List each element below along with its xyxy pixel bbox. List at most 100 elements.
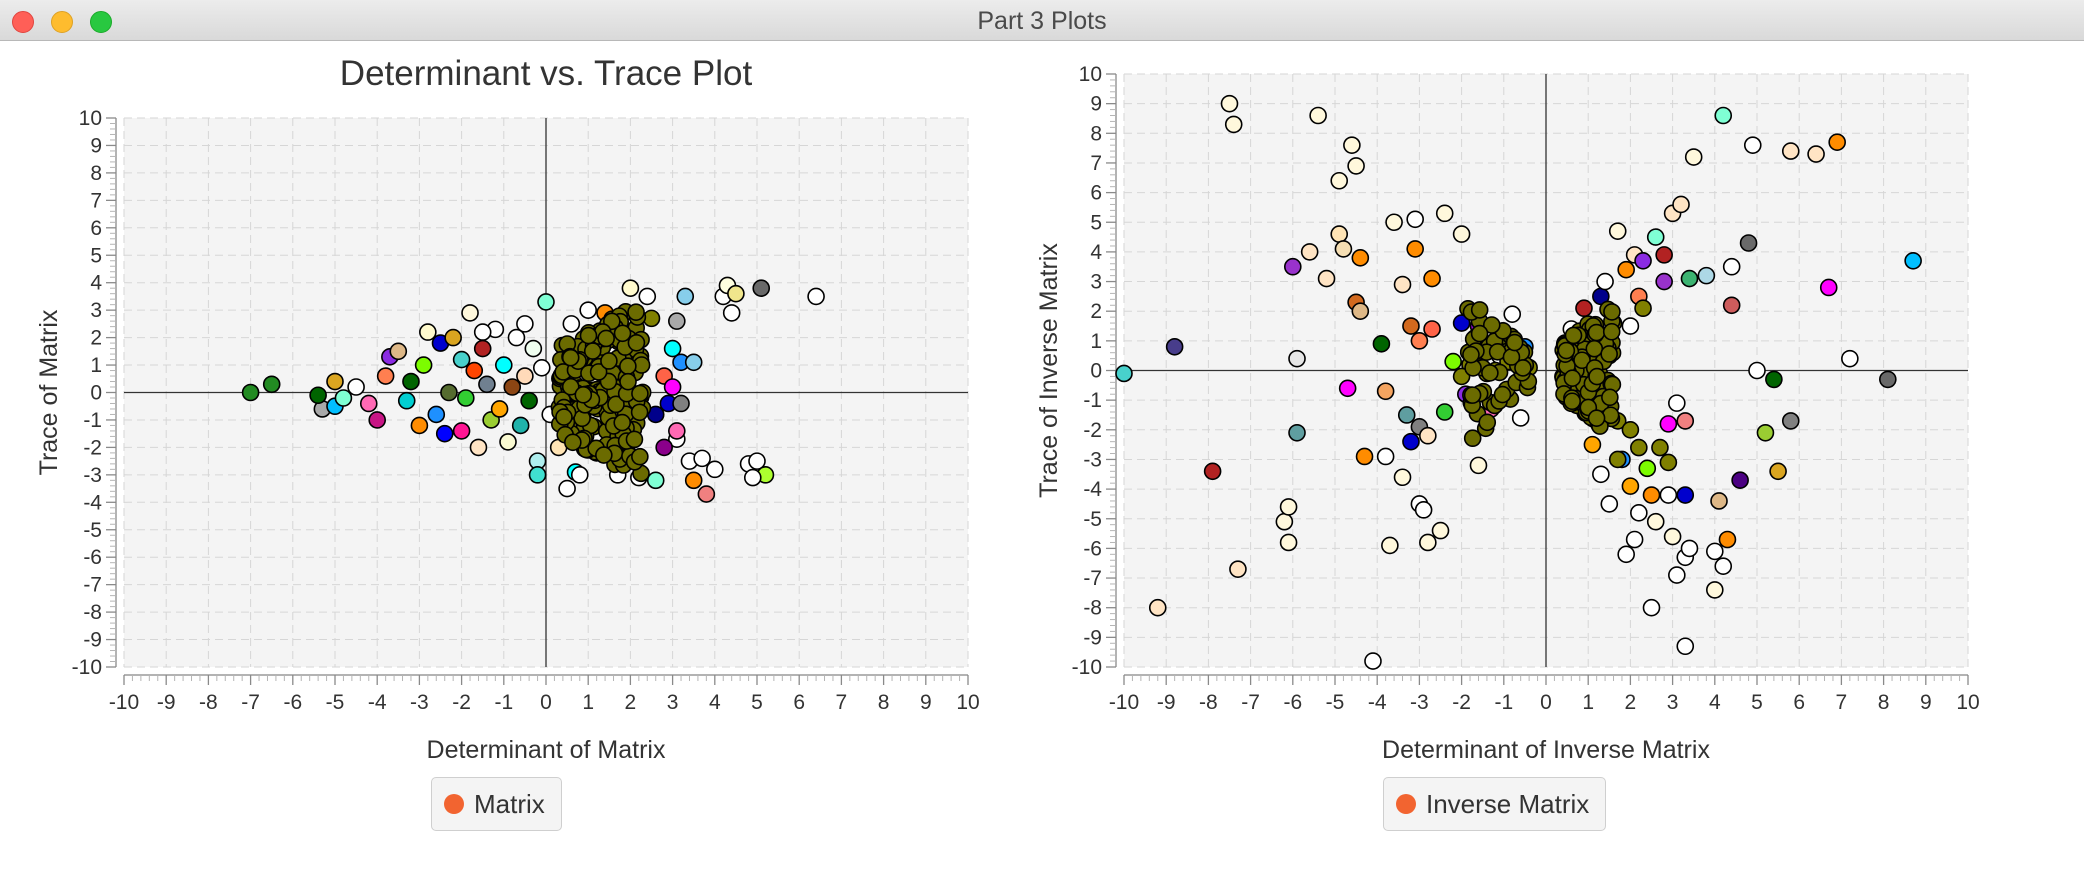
data-point[interactable]	[697, 485, 716, 503]
data-point[interactable]	[1668, 394, 1686, 412]
data-point[interactable]	[537, 293, 555, 311]
data-point[interactable]	[1343, 136, 1361, 154]
data-point[interactable]	[1608, 450, 1627, 469]
data-point[interactable]	[646, 471, 665, 490]
data-point[interactable]	[1402, 432, 1420, 451]
data-point[interactable]	[1722, 296, 1741, 315]
data-point[interactable]	[1279, 533, 1298, 552]
data-point[interactable]	[748, 452, 766, 470]
data-point[interactable]	[1279, 498, 1298, 516]
data-point[interactable]	[1630, 504, 1648, 522]
data-point[interactable]	[427, 405, 446, 424]
data-point[interactable]	[1646, 512, 1665, 531]
data-point[interactable]	[419, 323, 437, 341]
matrix-legend[interactable]: Matrix	[431, 777, 562, 831]
data-point[interactable]	[1583, 435, 1602, 454]
data-point[interactable]	[520, 391, 538, 410]
data-point[interactable]	[1781, 412, 1800, 430]
data-point[interactable]	[1676, 637, 1695, 656]
data-point[interactable]	[668, 422, 686, 440]
minimize-window-button[interactable]	[51, 11, 73, 33]
data-point[interactable]	[494, 356, 513, 374]
data-point[interactable]	[1435, 403, 1454, 421]
data-point[interactable]	[743, 468, 762, 487]
data-point[interactable]	[1621, 420, 1640, 439]
data-point[interactable]	[1165, 337, 1184, 356]
data-point[interactable]	[1638, 459, 1657, 478]
data-point[interactable]	[1393, 275, 1412, 294]
data-point[interactable]	[435, 424, 454, 443]
data-point[interactable]	[1608, 222, 1627, 240]
data-point[interactable]	[376, 367, 395, 385]
data-point[interactable]	[722, 304, 741, 322]
data-point[interactable]	[1330, 171, 1349, 190]
data-point[interactable]	[1419, 426, 1437, 445]
data-point[interactable]	[1288, 423, 1306, 442]
data-point[interactable]	[1376, 447, 1395, 466]
data-point[interactable]	[570, 466, 589, 484]
data-point[interactable]	[1706, 581, 1724, 599]
data-point[interactable]	[524, 339, 543, 358]
data-point[interactable]	[1841, 349, 1859, 368]
data-point[interactable]	[1423, 320, 1441, 338]
data-point[interactable]	[1410, 332, 1429, 350]
data-point[interactable]	[334, 389, 353, 407]
data-point[interactable]	[1731, 471, 1749, 490]
data-point[interactable]	[705, 460, 724, 479]
data-point[interactable]	[368, 411, 387, 429]
data-point[interactable]	[1655, 246, 1673, 264]
data-point[interactable]	[1203, 462, 1222, 481]
data-point[interactable]	[1714, 106, 1733, 125]
data-point[interactable]	[1414, 501, 1433, 519]
title-bar[interactable]: Part 3 Plots	[0, 0, 2084, 41]
data-point[interactable]	[1655, 272, 1673, 291]
data-point[interactable]	[1503, 305, 1522, 323]
data-point[interactable]	[473, 339, 492, 358]
data-point[interactable]	[1680, 539, 1699, 558]
data-point[interactable]	[1819, 278, 1838, 297]
data-point[interactable]	[528, 466, 547, 484]
data-point[interactable]	[579, 301, 598, 319]
data-point[interactable]	[1275, 512, 1294, 531]
data-point[interactable]	[262, 375, 281, 394]
data-point[interactable]	[1879, 370, 1897, 389]
data-point[interactable]	[672, 394, 690, 413]
data-point[interactable]	[807, 287, 825, 306]
data-point[interactable]	[1739, 234, 1758, 252]
data-point[interactable]	[1364, 652, 1382, 670]
data-point[interactable]	[452, 422, 471, 440]
data-point[interactable]	[1714, 557, 1733, 575]
data-point[interactable]	[1376, 382, 1395, 401]
data-point[interactable]	[1617, 260, 1635, 279]
data-point[interactable]	[1229, 560, 1247, 578]
data-point[interactable]	[663, 339, 682, 358]
data-point[interactable]	[1634, 251, 1652, 270]
data-point[interactable]	[1393, 468, 1412, 487]
data-point[interactable]	[1722, 257, 1741, 276]
data-point[interactable]	[1743, 136, 1762, 154]
data-point[interactable]	[1309, 106, 1327, 125]
data-point[interactable]	[1659, 415, 1678, 433]
maximize-window-button[interactable]	[90, 11, 112, 33]
data-point[interactable]	[511, 416, 530, 435]
data-point[interactable]	[1224, 115, 1243, 134]
data-point[interactable]	[397, 391, 416, 410]
data-point[interactable]	[1444, 352, 1462, 371]
data-point[interactable]	[1769, 462, 1787, 481]
data-point[interactable]	[1651, 438, 1669, 457]
data-point[interactable]	[473, 323, 492, 341]
data-point[interactable]	[1756, 423, 1775, 442]
data-point[interactable]	[1385, 213, 1403, 232]
data-point[interactable]	[1668, 566, 1686, 584]
data-point[interactable]	[1904, 251, 1922, 270]
data-point[interactable]	[1148, 598, 1167, 617]
data-point[interactable]	[1642, 598, 1661, 617]
data-point[interactable]	[499, 433, 517, 451]
data-point[interactable]	[1381, 536, 1399, 555]
data-point[interactable]	[1621, 317, 1640, 335]
data-point[interactable]	[1334, 240, 1353, 258]
data-point[interactable]	[1765, 370, 1783, 389]
data-point[interactable]	[1351, 302, 1370, 321]
data-point[interactable]	[457, 389, 475, 407]
data-point[interactable]	[347, 378, 365, 396]
